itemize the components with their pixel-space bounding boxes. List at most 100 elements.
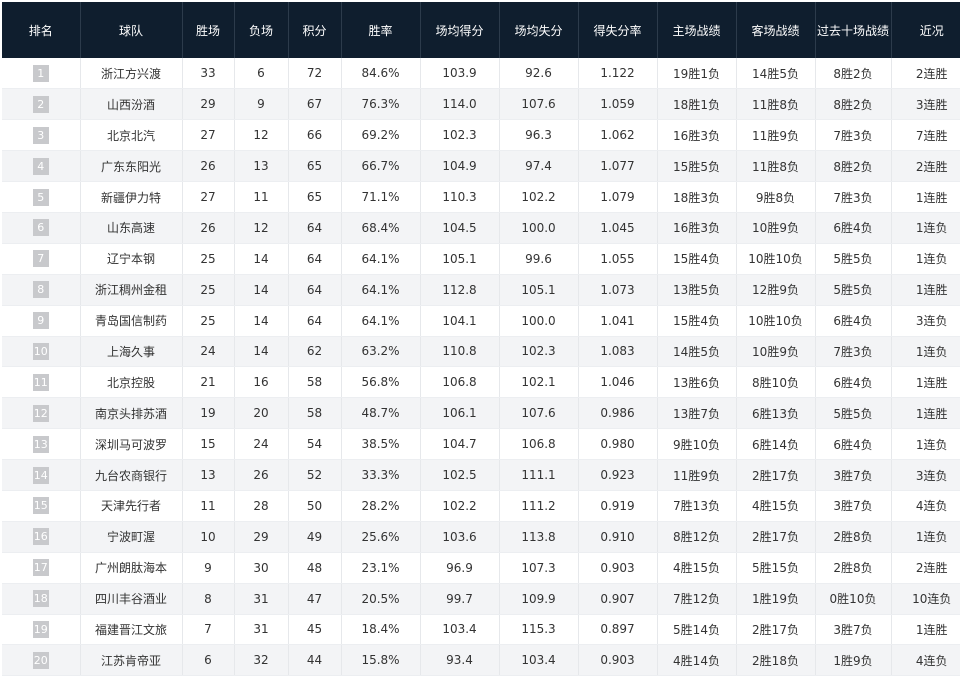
ratio-cell: 0.897 [578, 614, 658, 646]
team-name-cell: 新疆伊力特 [80, 181, 183, 213]
losses-cell: 24 [234, 428, 289, 461]
oppg-cell: 102.1 [499, 366, 579, 399]
ratio-cell: 1.055 [578, 243, 658, 275]
table-row: 14 九台农商银行 13 26 52 33.3% 102.5 111.1 0.923 11胜9负 2… [2, 459, 960, 491]
losses-cell: 26 [234, 459, 289, 491]
points-cell: 64 [288, 243, 342, 275]
points-cell: 64 [288, 305, 342, 337]
wins-cell: 7 [182, 614, 235, 646]
ratio-cell: 1.083 [578, 336, 658, 368]
rank-badge: 14 [32, 466, 49, 484]
streak-cell: 2连胜 [891, 58, 960, 90]
oppg-cell: 106.8 [499, 428, 579, 461]
rank-cell: 17 [2, 552, 81, 584]
wins-cell: 26 [182, 212, 235, 244]
last10-record-cell: 8胜2负 [815, 88, 892, 121]
streak-cell: 3连负 [891, 305, 960, 337]
streak-cell: 4连负 [891, 644, 960, 677]
away-record-cell: 11胜8负 [736, 88, 816, 121]
rank-badge: 9 [32, 312, 49, 330]
team-name-cell: 辽宁本钢 [80, 243, 183, 275]
rank-cell: 11 [2, 366, 81, 399]
table-row: 20 江苏肯帝亚 6 32 44 15.8% 93.4 103.4 0.903 4胜14负 2胜18… [2, 644, 960, 677]
table-row: 9 青岛国信制药 25 14 64 64.1% 104.1 100.0 1.041 15胜4负 10… [2, 305, 960, 337]
away-record-cell: 1胜19负 [736, 583, 816, 615]
win-pct-cell: 68.4% [341, 212, 421, 244]
win-pct-cell: 64.1% [341, 243, 421, 275]
table-row: 19 福建晋江文旅 7 31 45 18.4% 103.4 115.3 0.897 5胜14负 2胜… [2, 614, 960, 646]
team-name-cell: 浙江稠州金租 [80, 274, 183, 306]
losses-cell: 14 [234, 336, 289, 368]
last10-record-cell: 3胜7负 [815, 614, 892, 646]
points-cell: 65 [288, 150, 342, 183]
last10-record-cell: 5胜5负 [815, 274, 892, 306]
rank-badge: 19 [32, 620, 49, 638]
table-row: 12 南京头排苏酒 19 20 58 48.7% 106.1 107.6 0.986 13胜7负 6… [2, 397, 960, 430]
points-cell: 66 [288, 119, 342, 152]
losses-cell: 32 [234, 644, 289, 677]
points-cell: 48 [288, 552, 342, 584]
rank-cell: 1 [2, 58, 81, 90]
wins-cell: 11 [182, 490, 235, 522]
home-record-cell: 4胜15负 [657, 552, 737, 584]
streak-cell: 10连负 [891, 583, 960, 615]
ppg-cell: 103.6 [420, 521, 500, 553]
streak-cell: 1连胜 [891, 397, 960, 430]
points-cell: 58 [288, 397, 342, 430]
rank-badge: 6 [32, 219, 49, 237]
streak-cell: 7连胜 [891, 119, 960, 152]
last10-record-cell: 8胜2负 [815, 58, 892, 90]
home-record-cell: 7胜12负 [657, 583, 737, 615]
rank-badge: 1 [32, 64, 49, 82]
header-rank: 排名 [2, 2, 81, 58]
rank-cell: 12 [2, 397, 81, 430]
wins-cell: 9 [182, 552, 235, 584]
streak-cell: 1连负 [891, 336, 960, 368]
away-record-cell: 2胜18负 [736, 644, 816, 677]
rank-cell: 7 [2, 243, 81, 275]
rank-cell: 10 [2, 336, 81, 368]
rank-cell: 5 [2, 181, 81, 213]
team-name-cell: 广东东阳光 [80, 150, 183, 183]
win-pct-cell: 23.1% [341, 552, 421, 584]
team-name-cell: 南京头排苏酒 [80, 397, 183, 430]
home-record-cell: 15胜5负 [657, 150, 737, 183]
home-record-cell: 18胜3负 [657, 181, 737, 213]
header-wins: 胜场 [182, 2, 235, 58]
oppg-cell: 97.4 [499, 150, 579, 183]
last10-record-cell: 1胜9负 [815, 644, 892, 677]
wins-cell: 24 [182, 336, 235, 368]
home-record-cell: 8胜12负 [657, 521, 737, 553]
ppg-cell: 104.9 [420, 150, 500, 183]
ppg-cell: 102.3 [420, 119, 500, 152]
streak-cell: 1连胜 [891, 274, 960, 306]
points-cell: 54 [288, 428, 342, 461]
ppg-cell: 93.4 [420, 644, 500, 677]
team-name-cell: 上海久事 [80, 336, 183, 368]
ppg-cell: 104.1 [420, 305, 500, 337]
oppg-cell: 105.1 [499, 274, 579, 306]
losses-cell: 31 [234, 614, 289, 646]
table-row: 4 广东东阳光 26 13 65 66.7% 104.9 97.4 1.077 15胜5负 11胜8… [2, 150, 960, 183]
team-name-cell: 山东高速 [80, 212, 183, 244]
away-record-cell: 2胜17负 [736, 521, 816, 553]
win-pct-cell: 69.2% [341, 119, 421, 152]
away-record-cell: 10胜9负 [736, 212, 816, 244]
rank-cell: 4 [2, 150, 81, 183]
rank-cell: 6 [2, 212, 81, 244]
away-record-cell: 14胜5负 [736, 58, 816, 90]
home-record-cell: 15胜4负 [657, 243, 737, 275]
last10-record-cell: 6胜4负 [815, 305, 892, 337]
streak-cell: 1连负 [891, 243, 960, 275]
win-pct-cell: 15.8% [341, 644, 421, 677]
team-name-cell: 浙江方兴渡 [80, 58, 183, 90]
header-win-pct: 胜率 [341, 2, 421, 58]
header-last10: 过去十场战绩 [815, 2, 892, 58]
points-cell: 62 [288, 336, 342, 368]
away-record-cell: 10胜9负 [736, 336, 816, 368]
team-name-cell: 福建晋江文旅 [80, 614, 183, 646]
oppg-cell: 102.3 [499, 336, 579, 368]
win-pct-cell: 38.5% [341, 428, 421, 461]
team-name-cell: 深圳马可波罗 [80, 428, 183, 461]
